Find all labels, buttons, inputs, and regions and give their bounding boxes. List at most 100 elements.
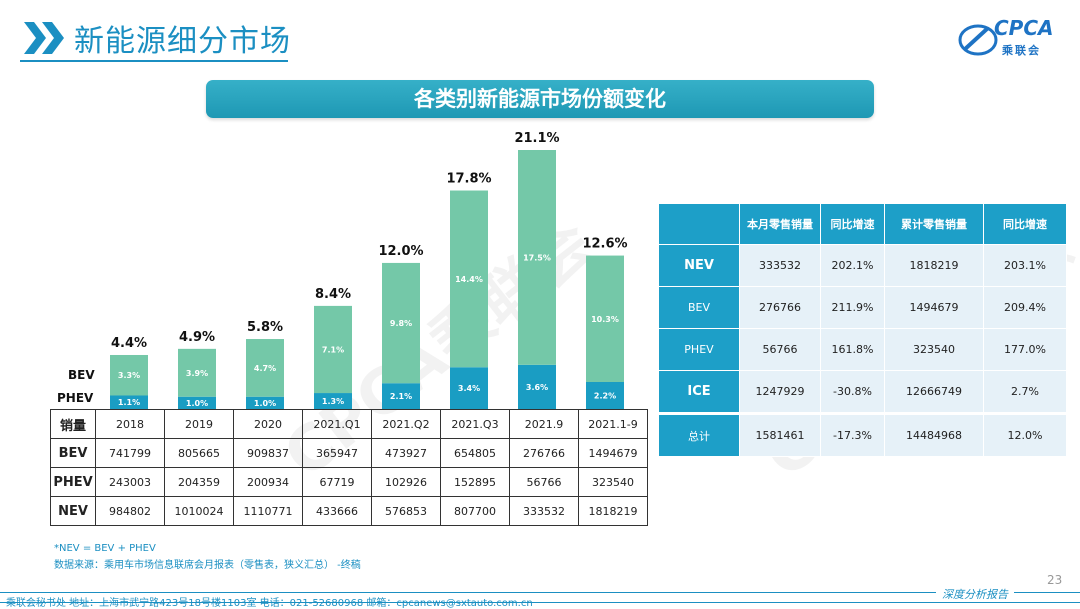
data-label-total: 4.4% bbox=[111, 336, 147, 351]
footer-contact: 乘联会秘书处 地址：上海市武宁路423号18号楼1103室 电话：021-526… bbox=[6, 598, 533, 609]
table-cell: 654805 bbox=[440, 438, 510, 468]
table-row: PHEV 243003 204359 200934 67719 102926 1… bbox=[50, 467, 648, 497]
table-cell: 102926 bbox=[371, 467, 441, 497]
data-label-bev: 9.8% bbox=[390, 319, 412, 328]
table-row: NEV 333532 202.1% 1818219 203.1% bbox=[658, 244, 1067, 287]
table-cell: 12.0% bbox=[983, 412, 1067, 457]
bar-phev bbox=[450, 367, 488, 409]
table-cell: 365947 bbox=[302, 438, 372, 468]
row-label: BEV bbox=[50, 438, 96, 468]
table-cell: 56766 bbox=[509, 467, 579, 497]
table-cell: 200934 bbox=[233, 467, 303, 497]
table-cell: 433666 bbox=[302, 496, 372, 526]
row-label: 总计 bbox=[658, 412, 740, 457]
footer-divider bbox=[0, 592, 1080, 593]
column-header: 2018 bbox=[95, 409, 165, 439]
table-cell: 1818219 bbox=[884, 244, 984, 287]
chevron-right-icon bbox=[24, 22, 64, 54]
column-header: 2019 bbox=[164, 409, 234, 439]
table-cell: 152895 bbox=[440, 467, 510, 497]
legend-label-bev: BEV bbox=[68, 368, 95, 382]
data-label-total: 8.4% bbox=[315, 287, 351, 302]
stacked-bar-chart: 1.1% 3.3% 4.4% 1.0% 3.9% 4.9% 1.0% 4.7% 5.8% 1.3%… bbox=[57, 131, 628, 409]
bar-phev bbox=[110, 395, 148, 409]
table-cell: 1010024 bbox=[164, 496, 234, 526]
title-underline bbox=[20, 60, 288, 62]
table-row: ICE 1247929 -30.8% 12666749 2.7% bbox=[658, 370, 1067, 414]
table-cell: 2.7% bbox=[983, 370, 1067, 414]
row-label: ICE bbox=[658, 370, 740, 414]
column-header: 2021.Q2 bbox=[371, 409, 441, 439]
table-cell: 333532 bbox=[509, 496, 579, 526]
chart-banner-title: 各类别新能源市场份额变化 bbox=[206, 80, 874, 118]
data-label-bev: 3.9% bbox=[186, 369, 208, 378]
table-cell: 323540 bbox=[578, 467, 648, 497]
page-title: 新能源细分市场 bbox=[74, 24, 291, 59]
footer-divider bbox=[0, 602, 1080, 603]
table-cell: 204359 bbox=[164, 467, 234, 497]
table-cell: 203.1% bbox=[983, 244, 1067, 287]
bar-bev bbox=[586, 255, 624, 382]
sales-table: 销量 2018 2019 2020 2021.Q1 2021.Q2 2021.Q… bbox=[50, 409, 648, 526]
table-row: BEV 276766 211.9% 1494679 209.4% bbox=[658, 286, 1067, 329]
data-label-bev: 4.7% bbox=[254, 364, 276, 373]
row-label: NEV bbox=[50, 496, 96, 526]
data-label-bev: 14.4% bbox=[455, 275, 483, 284]
data-label-bev: 7.1% bbox=[322, 345, 344, 354]
data-label-total: 4.9% bbox=[179, 330, 215, 345]
row-label: PHEV bbox=[50, 467, 96, 497]
table-cell: 473927 bbox=[371, 438, 441, 468]
bar-phev bbox=[178, 396, 216, 409]
table-cell: 12666749 bbox=[884, 370, 984, 414]
column-header bbox=[658, 203, 740, 245]
bar-phev bbox=[382, 383, 420, 409]
data-label-bev: 17.5% bbox=[523, 253, 551, 262]
table-cell: 1494679 bbox=[884, 286, 984, 329]
bar-phev bbox=[246, 396, 284, 409]
table-cell: 1581461 bbox=[739, 412, 821, 457]
table-cell: 211.9% bbox=[820, 286, 885, 329]
table-cell: 909837 bbox=[233, 438, 303, 468]
table-row: BEV 741799 805665 909837 365947 473927 6… bbox=[50, 438, 648, 468]
column-header: 2021.9 bbox=[509, 409, 579, 439]
table-header-row: 销量 2018 2019 2020 2021.Q1 2021.Q2 2021.Q… bbox=[50, 409, 648, 439]
bar-bev bbox=[246, 339, 284, 397]
table-header-row: 本月零售销量 同比增速 累计零售销量 同比增速 bbox=[658, 203, 1067, 245]
logo-subtitle: 乘联会 bbox=[1002, 44, 1041, 57]
data-label-bev: 3.3% bbox=[118, 371, 140, 380]
column-header: 2021.1-9 bbox=[578, 409, 648, 439]
data-label-phev: 1.1% bbox=[118, 398, 140, 407]
bar-phev bbox=[314, 393, 352, 409]
data-label-total: 5.8% bbox=[247, 320, 283, 335]
table-cell: 984802 bbox=[95, 496, 165, 526]
bar-phev bbox=[518, 364, 556, 409]
table-cell: -17.3% bbox=[820, 412, 885, 457]
bar-phev bbox=[586, 381, 624, 409]
column-header: 2020 bbox=[233, 409, 303, 439]
column-header: 同比增速 bbox=[820, 203, 885, 245]
table-cell: 14484968 bbox=[884, 412, 984, 457]
table-cell: 807700 bbox=[440, 496, 510, 526]
table-cell: 576853 bbox=[371, 496, 441, 526]
data-label-bev: 10.3% bbox=[591, 315, 619, 324]
market-share-table: 本月零售销量 同比增速 累计零售销量 同比增速 NEV 333532 202.1… bbox=[658, 203, 1067, 457]
data-label-phev: 3.4% bbox=[458, 384, 480, 393]
data-label-total: 12.6% bbox=[582, 237, 627, 252]
table-cell: 805665 bbox=[164, 438, 234, 468]
table-cell: 276766 bbox=[509, 438, 579, 468]
bar-bev bbox=[450, 190, 488, 368]
bar-bev bbox=[178, 348, 216, 397]
table-cell: -30.8% bbox=[820, 370, 885, 414]
table-cell: 243003 bbox=[95, 467, 165, 497]
data-label-phev: 1.0% bbox=[186, 399, 208, 408]
table-cell: 67719 bbox=[302, 467, 372, 497]
formula-note: *NEV = BEV + PHEV bbox=[54, 543, 156, 554]
table-row: PHEV 56766 161.8% 323540 177.0% bbox=[658, 328, 1067, 371]
table-cell: 1110771 bbox=[233, 496, 303, 526]
data-label-phev: 2.2% bbox=[594, 391, 616, 400]
table-total-row: 总计 1581461 -17.3% 14484968 12.0% bbox=[658, 412, 1067, 457]
bar-bev bbox=[314, 305, 352, 394]
table-cell: 1247929 bbox=[739, 370, 821, 414]
table-row: NEV 984802 1010024 1110771 433666 576853… bbox=[50, 496, 648, 526]
column-header: 同比增速 bbox=[983, 203, 1067, 245]
